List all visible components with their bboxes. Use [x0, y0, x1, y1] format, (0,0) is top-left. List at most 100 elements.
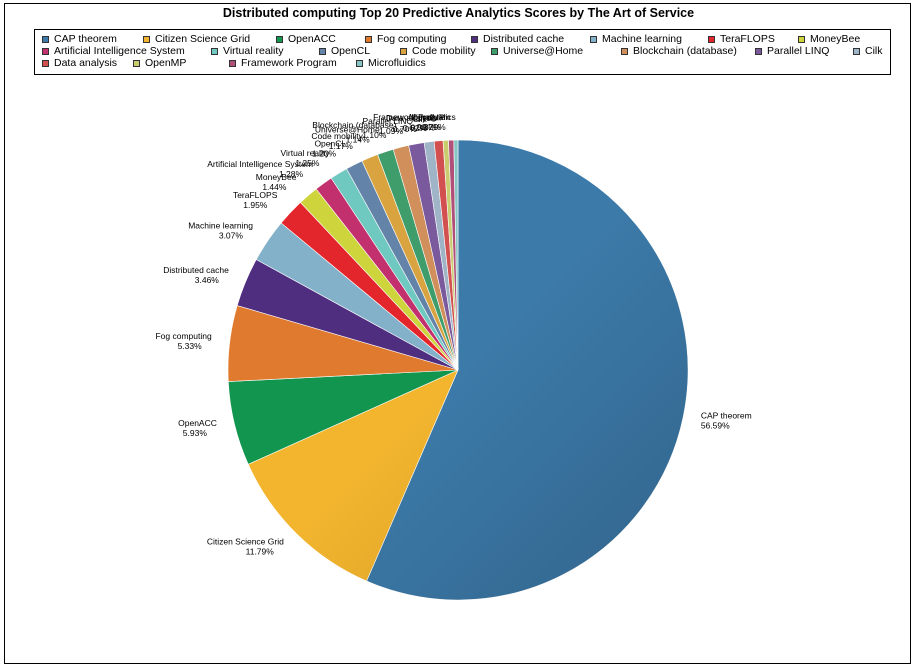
slice-percent-label: 1.95% [243, 200, 268, 210]
legend-label: OpenACC [288, 33, 336, 45]
slice-label: Machine learning [188, 220, 253, 230]
slice-percent-label: 1.14% [346, 135, 371, 145]
slice-label: Code mobility [311, 131, 363, 141]
legend-swatch [400, 47, 407, 55]
legend-item: Distributed cache [471, 33, 564, 45]
legend-item: Artificial Intelligence System [42, 45, 185, 57]
slice-percent-label: 1.25% [295, 158, 320, 168]
legend-item: OpenMP [133, 57, 186, 69]
legend-label: TeraFLOPS [720, 33, 775, 45]
slice-percent-label: 1.44% [262, 182, 287, 192]
legend-swatch [143, 35, 150, 43]
legend-label: Machine learning [602, 33, 682, 45]
legend-label: Microfluidics [368, 57, 426, 69]
slice-percent-label: 0.62% [403, 123, 428, 133]
slice-label: Universe@Home [315, 125, 380, 135]
chart-title: Distributed computing Top 20 Predictive … [222, 6, 695, 20]
slice-percent-label: 5.33% [178, 341, 203, 351]
slice-percent-label: 0.38% [411, 122, 436, 132]
legend-item: Virtual reality [211, 45, 284, 57]
slice-percent-label: 5.93% [183, 428, 208, 438]
legend-label: Parallel LINQ [767, 45, 830, 57]
legend-swatch [365, 35, 372, 43]
slice-label: Fog computing [155, 331, 211, 341]
legend-item: Citizen Science Grid [143, 33, 250, 45]
slice-label: Parallel LINQ [362, 116, 413, 126]
legend-swatch [621, 47, 628, 55]
legend-item: Fog computing [365, 33, 446, 45]
legend-swatch [211, 47, 218, 55]
legend-label: Framework Program [241, 57, 337, 69]
legend-swatch [356, 59, 363, 67]
slice-label: TeraFLOPS [233, 190, 278, 200]
legend-swatch [798, 35, 805, 43]
legend-swatch [853, 47, 860, 55]
slice-label: OpenACC [178, 418, 217, 428]
slice-percent-label: 11.79% [246, 547, 275, 557]
legend-label: Code mobility [412, 45, 476, 57]
slice-label: Data analysis [386, 113, 437, 123]
legend-label: Cilk [865, 45, 883, 57]
legend-item: Blockchain (database) [621, 45, 737, 57]
slice-label: MoneyBee [256, 172, 297, 182]
legend-label: Data analysis [54, 57, 118, 69]
slice-label: CAP theorem [701, 410, 752, 420]
legend-swatch [42, 35, 49, 43]
legend-swatch [471, 35, 478, 43]
legend-swatch [133, 59, 140, 67]
slice-label: Blockchain (database) [312, 120, 396, 130]
slice-label: Artificial Intelligence System [207, 159, 313, 169]
legend-label: Artificial Intelligence System [54, 45, 185, 57]
slice-percent-label: 0.29% [422, 122, 447, 132]
legend-item: TeraFLOPS [708, 33, 775, 45]
slice-label: Framework Program [373, 112, 450, 122]
legend-label: CAP theorem [54, 33, 117, 45]
legend-item: Framework Program [229, 57, 337, 69]
legend-swatch [708, 35, 715, 43]
legend-swatch [590, 35, 597, 43]
legend-label: Citizen Science Grid [155, 33, 251, 45]
legend-item: Data analysis [42, 57, 117, 69]
legend-item: Microfluidics [356, 57, 426, 69]
slice-label: Distributed cache [163, 265, 229, 275]
slice-percent-label: 1.10% [362, 130, 387, 140]
legend-label: Blockchain (database) [633, 45, 737, 57]
legend-label: Fog computing [377, 33, 447, 45]
legend-swatch [276, 35, 283, 43]
legend-item: Code mobility [400, 45, 476, 57]
slice-label: Microfluidics [409, 112, 456, 122]
legend-swatch [319, 47, 326, 55]
legend-swatch [229, 59, 236, 67]
legend-item: MoneyBee [798, 33, 860, 45]
legend-item: Parallel LINQ [755, 45, 829, 57]
legend-swatch [42, 59, 49, 67]
slice-percent-label: 0.37% [417, 122, 442, 132]
slice-percent-label: 3.46% [195, 275, 220, 285]
legend-item: OpenACC [276, 33, 336, 45]
slice-percent-label: 1.17% [329, 141, 354, 151]
slice-percent-label: 56.59% [701, 420, 730, 430]
legend-item: CAP theorem [42, 33, 117, 45]
legend-label: Virtual reality [223, 45, 284, 57]
slice-label: Cilk [413, 114, 428, 124]
legend-label: Distributed cache [483, 33, 565, 45]
slice-percent-label: 1.20% [312, 149, 337, 159]
slice-label: OpenMP [411, 112, 445, 122]
legend-swatch [491, 47, 498, 55]
chart-legend: CAP theorem Citizen Science Grid OpenACC Fo… [34, 29, 891, 75]
legend-item: Universe@Home [491, 45, 583, 57]
legend-item: OpenCL [319, 45, 370, 57]
legend-swatch [42, 47, 49, 55]
legend-label: MoneyBee [810, 33, 861, 45]
slice-percent-label: 1.28% [279, 169, 304, 179]
legend-item: Cilk [853, 45, 883, 57]
legend-label: OpenMP [145, 57, 187, 69]
legend-swatch [755, 47, 762, 55]
legend-item: Machine learning [590, 33, 682, 45]
slice-label: Citizen Science Grid [207, 537, 284, 547]
slice-percent-label: 0.70% [393, 124, 418, 134]
slice-percent-label: 3.07% [219, 230, 244, 240]
legend-label: OpenCL [331, 45, 371, 57]
slice-percent-label: 1.09% [379, 126, 404, 136]
